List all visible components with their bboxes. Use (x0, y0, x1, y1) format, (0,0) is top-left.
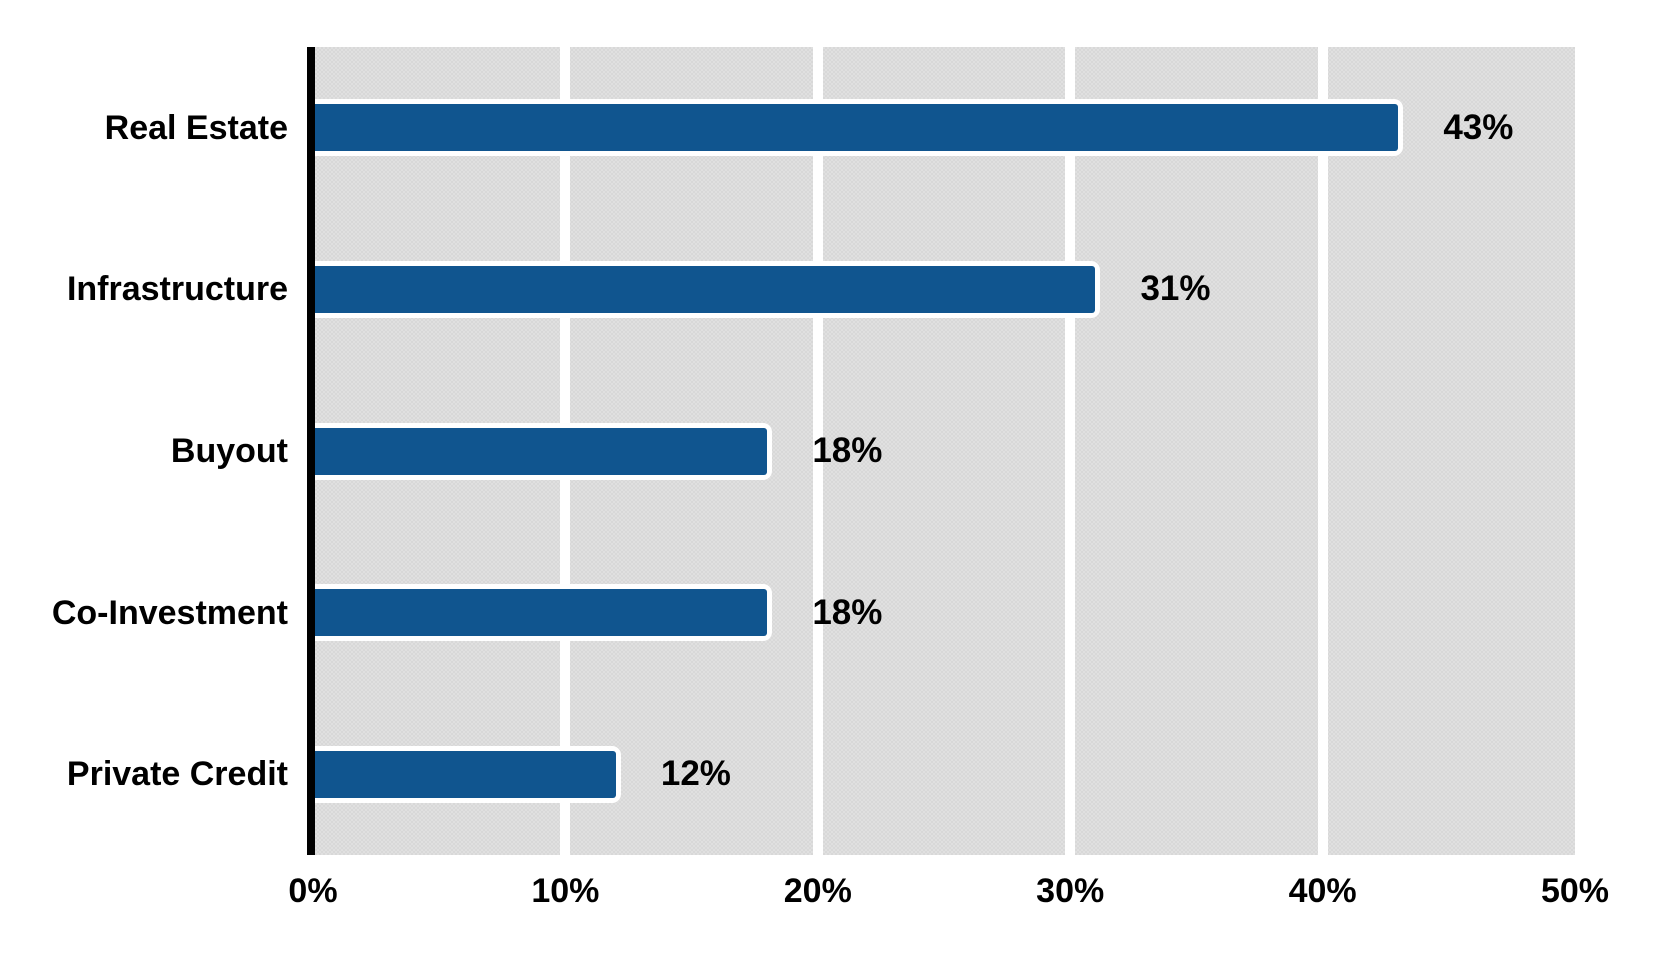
category-label-co-investment: Co-Investment (51, 593, 288, 632)
bar-infrastructure (313, 260, 1101, 318)
gridline-40pct (1317, 47, 1328, 855)
bar-fill-co-investment (313, 589, 768, 637)
category-label-infrastructure: Infrastructure (66, 270, 288, 309)
value-label-private-credit: 12% (660, 754, 731, 794)
bar-co-investment (313, 584, 773, 642)
category-label-private-credit: Private Credit (66, 755, 288, 794)
bar-buyout (313, 422, 773, 480)
gridline-30pct (1065, 47, 1076, 855)
bar-fill-private-credit (313, 750, 616, 798)
y-axis-line (307, 47, 315, 855)
bar-fill-buyout (313, 427, 768, 475)
x-tick-label-40pct: 40% (1288, 872, 1357, 910)
value-label-buyout: 18% (812, 431, 883, 470)
gridline-20pct (812, 47, 823, 855)
x-tick-label-10pct: 10% (531, 872, 600, 910)
bar-fill-real-estate (313, 104, 1399, 152)
bar-real-estate (313, 99, 1404, 157)
x-tick-label-50pct: 50% (1540, 872, 1610, 910)
value-label-real-estate: 43% (1443, 107, 1514, 147)
x-tick-label-30pct: 30% (1036, 872, 1105, 910)
x-tick-label-20pct: 20% (783, 872, 852, 910)
bar-private-credit (313, 745, 621, 803)
category-label-buyout: Buyout (170, 432, 288, 470)
value-label-co-investment: 18% (812, 592, 883, 632)
bar-fill-infrastructure (313, 265, 1096, 313)
category-label-real-estate: Real Estate (104, 108, 288, 147)
plot-area: 43% 31% 18% 18% 12% (313, 47, 1575, 855)
x-tick-label-0pct: 0% (288, 872, 338, 910)
value-label-infrastructure: 31% (1140, 269, 1211, 309)
